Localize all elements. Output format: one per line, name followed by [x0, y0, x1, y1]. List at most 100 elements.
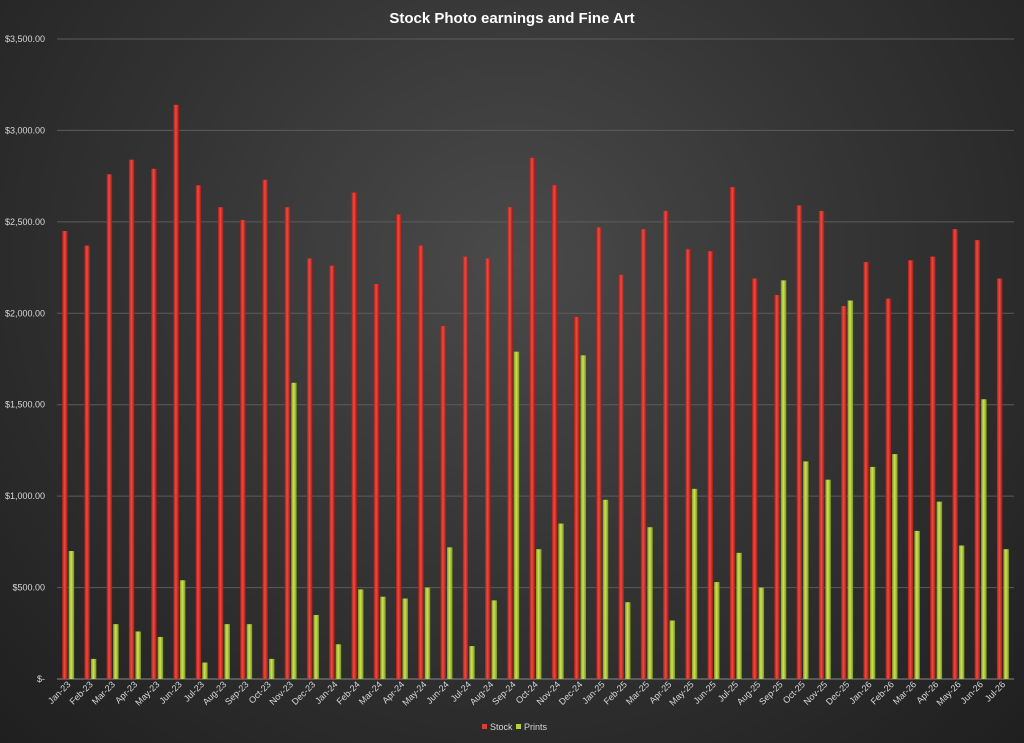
bar-stock: [574, 316, 580, 679]
x-tick-label: Jun-26: [958, 679, 985, 706]
y-tick-label: $-: [37, 674, 45, 684]
x-tick-label: Aug-25: [735, 679, 763, 707]
bar-prints: [647, 527, 653, 679]
bar-prints: [224, 624, 230, 679]
bar-stock: [373, 284, 380, 679]
bar-stock: [195, 185, 202, 680]
bars: [62, 104, 1009, 680]
bar-stock: [863, 262, 869, 679]
x-tick-label: Dec-24: [557, 679, 585, 707]
bar-prints: [380, 596, 386, 679]
x-tick-label: Nov-23: [268, 679, 296, 707]
bar-stock: [996, 278, 1003, 679]
bar-stock: [151, 168, 157, 679]
x-tick-label: Mar-25: [624, 679, 651, 706]
bar-prints: [335, 644, 342, 679]
bar-prints: [758, 587, 765, 679]
bar-prints: [179, 580, 186, 679]
bar-stock: [596, 227, 602, 679]
bar-prints: [825, 479, 831, 679]
bar-prints: [602, 499, 609, 679]
bar-prints: [981, 399, 987, 679]
bar-stock: [752, 278, 758, 679]
bar-stock: [774, 295, 780, 679]
bar-stock: [395, 214, 402, 680]
bar-stock: [440, 326, 446, 679]
bar-prints: [313, 615, 319, 679]
x-tick-label: Dec-25: [824, 679, 852, 707]
bar-prints: [246, 624, 253, 679]
bar-stock: [84, 245, 90, 679]
bar-stock: [974, 240, 981, 679]
bar-prints: [424, 587, 431, 679]
y-tick-label: $2,500.00: [5, 217, 45, 227]
bar-prints: [580, 355, 587, 679]
bar-prints: [1003, 549, 1009, 679]
bar-stock: [284, 207, 291, 680]
bar-prints: [936, 501, 943, 679]
bar-prints: [513, 351, 520, 679]
bar-stock: [529, 157, 535, 680]
y-tick-label: $500.00: [12, 583, 45, 593]
bar-prints: [714, 582, 720, 679]
bar-prints: [914, 530, 920, 679]
y-tick-label: $3,000.00: [5, 125, 45, 135]
bar-prints: [536, 549, 542, 679]
bar-prints: [469, 646, 475, 679]
bar-stock: [418, 245, 424, 679]
bar-prints: [669, 620, 676, 679]
bar-prints: [90, 658, 97, 679]
bar-prints: [291, 382, 297, 679]
bar-stock: [217, 207, 224, 680]
bar-stock: [351, 192, 357, 679]
bar-prints: [157, 636, 164, 679]
x-tick-label: Sep-23: [223, 679, 251, 707]
legend-label-prints: Prints: [524, 722, 548, 732]
x-tick-label: Nov-24: [535, 679, 563, 707]
bar-prints: [68, 551, 75, 679]
bar-prints: [402, 598, 408, 679]
x-tick-label: May-26: [934, 679, 962, 707]
x-tick-label: Dec-23: [290, 679, 318, 707]
bar-prints: [958, 545, 965, 679]
bar-stock: [173, 104, 179, 679]
bar-stock: [841, 305, 847, 679]
x-tick-label: Feb-23: [68, 679, 95, 706]
x-tick-label: Feb-24: [335, 679, 362, 706]
bar-stock: [930, 256, 936, 679]
bar-stock: [551, 185, 558, 680]
bar-prints: [491, 600, 497, 679]
legend: Stock Prints: [482, 722, 548, 732]
bar-stock: [618, 274, 625, 679]
y-tick-label: $2,000.00: [5, 308, 45, 318]
bar-stock: [796, 205, 803, 679]
x-tick-label: Feb-25: [602, 679, 629, 706]
bar-stock: [329, 265, 335, 679]
bar-stock: [885, 298, 892, 679]
bar-stock: [106, 174, 113, 679]
bar-stock: [707, 251, 714, 680]
bar-stock: [729, 187, 736, 680]
bar-stock: [262, 179, 268, 680]
x-tick-label: Feb-26: [869, 679, 896, 706]
legend-swatch-stock: [482, 724, 487, 729]
chart-title: Stock Photo earnings and Fine Art: [389, 10, 634, 27]
bar-stock: [128, 159, 135, 679]
bar-prints: [625, 602, 631, 679]
bar-prints: [803, 461, 809, 679]
bar-prints: [357, 589, 364, 679]
bar-prints: [202, 662, 208, 679]
x-tick-label: Aug-23: [201, 679, 229, 707]
bar-stock: [640, 229, 647, 680]
bar-stock: [62, 231, 68, 679]
bar-stock: [240, 220, 246, 679]
x-tick-label: Jul-26: [983, 679, 1007, 703]
legend-swatch-prints: [516, 724, 521, 729]
bar-stock: [663, 210, 669, 679]
bar-prints: [869, 466, 876, 679]
bar-prints: [558, 523, 564, 679]
y-tick-label: $1,000.00: [5, 491, 45, 501]
x-tick-label: May-24: [400, 679, 428, 707]
bar-prints: [847, 300, 854, 679]
